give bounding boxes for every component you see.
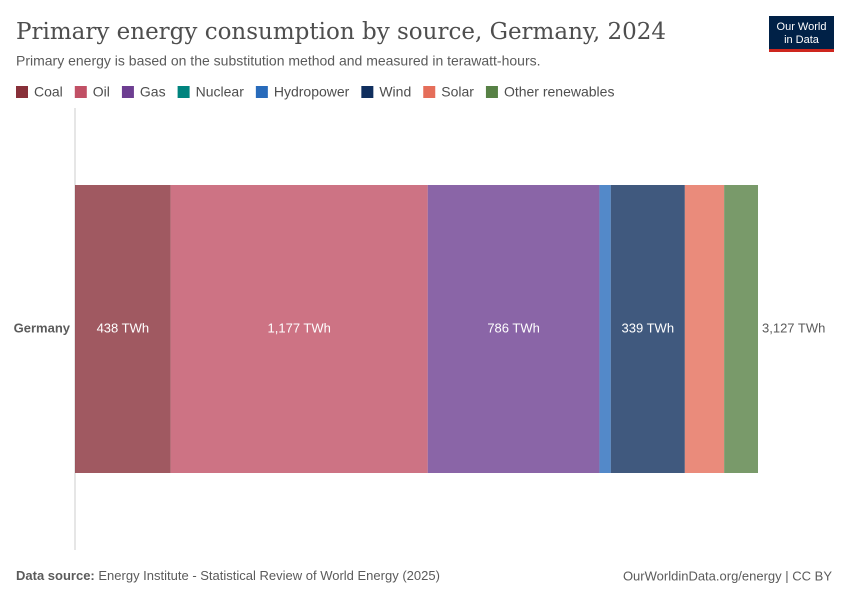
value-label: 438 TWh [97,320,150,335]
legend-label: Other renewables [504,84,615,100]
logo-text: Our World [777,21,827,33]
total-label: 3,127 TWh [762,320,825,335]
legend-label: Hydropower [274,84,350,100]
legend-swatch [177,86,190,98]
logo-box [769,16,834,52]
legend-swatch [361,86,374,98]
bar-segment [599,185,611,473]
bar-segment [724,185,758,473]
legend-swatch [255,86,268,98]
bar-segment [684,185,725,473]
source-text: Energy Institute - Statistical Review of… [98,568,440,583]
legend-swatch [74,86,87,98]
bar-segment [75,185,171,473]
bar-segment [427,185,600,473]
logo-bar [769,49,834,52]
value-label: 786 TWh [487,320,540,335]
legend-swatch [16,86,28,98]
legend-label: Nuclear [196,84,245,100]
legend-label: Solar [441,84,474,100]
value-label: 339 TWh [622,320,675,335]
y-tick-label: Germany [14,320,71,335]
source-label: Data source: [16,568,95,583]
value-label: 1,177 TWh [268,320,331,335]
bar-segment [610,185,685,473]
legend-label: Oil [93,84,110,100]
legend-swatch [121,86,134,98]
footer-right: OurWorldinData.org/energy | CC BY [623,568,832,583]
legend-label: Gas [140,84,166,100]
chart-title: Primary energy consumption by source, Ge… [16,19,666,45]
legend-label: Wind [379,84,411,100]
legend-swatch [485,86,498,98]
logo-text: in Data [784,34,820,46]
legend-label: Coal [34,84,63,100]
chart-subtitle: Primary energy is based on the substitut… [16,53,541,69]
legend-swatch [423,86,436,98]
bar-segment [170,185,428,473]
footer-source: Data source: Energy Institute - Statisti… [16,568,440,583]
